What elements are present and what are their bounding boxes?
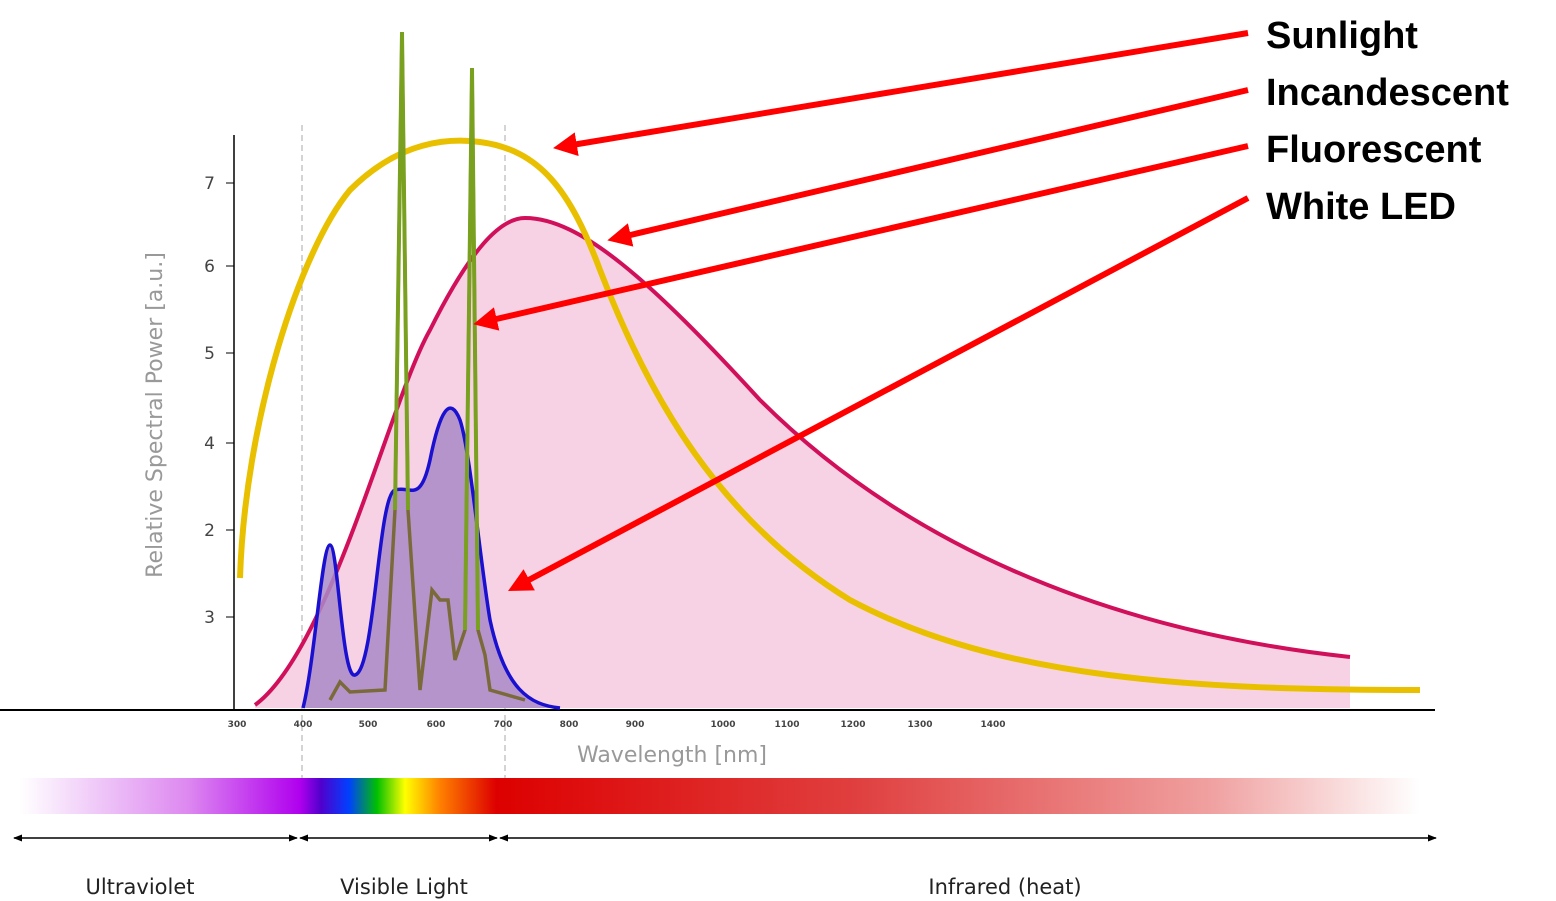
y-axis-label: Relative Spectral Power [a.u.]	[143, 252, 168, 578]
y-tick-label: 2	[204, 521, 215, 541]
x-tick-label: 1000	[710, 720, 735, 730]
x-tick-label: 800	[560, 720, 579, 730]
y-tick-label: 7	[204, 174, 215, 194]
y-tick-label: 5	[204, 344, 215, 364]
x-tick-label: 600	[427, 720, 446, 730]
legend-label: Sunlight	[1266, 15, 1418, 57]
region-label: Visible Light	[340, 875, 468, 899]
x-tick-label: 1300	[907, 720, 932, 730]
x-tick-label: 300	[228, 720, 247, 730]
x-axis-label: Wavelength [nm]	[577, 743, 767, 768]
legend-label: White LED	[1266, 186, 1456, 228]
y-tick-label: 6	[204, 257, 215, 277]
x-tick-label: 1100	[774, 720, 799, 730]
legend-label: Incandescent	[1266, 72, 1509, 114]
region-label: Ultraviolet	[85, 875, 194, 899]
x-tick-label: 1400	[980, 720, 1005, 730]
x-tick-label: 900	[626, 720, 645, 730]
x-tick-label: 700	[494, 720, 513, 730]
x-tick-label: 400	[294, 720, 313, 730]
legend-label: Fluorescent	[1266, 129, 1482, 171]
region-label: Infrared (heat)	[928, 875, 1081, 899]
x-tick-label: 500	[359, 720, 378, 730]
chart-art	[0, 30, 1437, 842]
x-tick-label: 1200	[840, 720, 865, 730]
y-tick-label: 4	[204, 434, 215, 454]
y-tick-label: 3	[204, 608, 215, 628]
